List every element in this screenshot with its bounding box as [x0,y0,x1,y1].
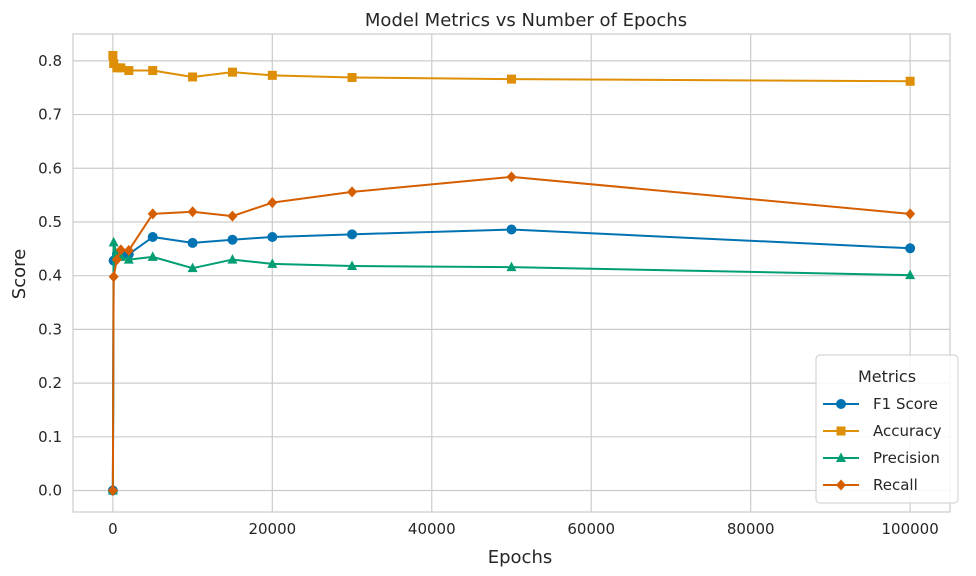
data-point-f1-score [227,234,238,245]
y-tick-label: 0.5 [38,213,62,231]
x-tick-label: 60000 [567,520,615,538]
data-point-recall [506,171,517,183]
data-point-recall [347,186,358,198]
x-tick-label: 20000 [248,520,296,538]
y-tick-label: 0.6 [38,159,62,177]
legend-marker [836,426,846,436]
legend: Metrics F1 Score Accuracy Precision Recall [815,354,959,504]
data-point-f1-score [147,232,158,243]
series-accuracy [108,50,915,86]
legend-item-recall: Recall [823,476,918,494]
data-point-precision [123,254,134,264]
data-point-accuracy [347,73,357,83]
data-point-accuracy [267,70,277,80]
data-point-recall [115,244,126,256]
y-axis-title: Score [9,249,30,299]
y-tick-label: 0.2 [38,374,62,392]
x-tick-label: 80000 [727,520,775,538]
data-point-precision [187,262,198,273]
data-point-accuracy [905,76,915,86]
data-point-accuracy [116,63,126,73]
data-point-precision [227,254,238,264]
data-point-precision [347,260,358,271]
data-point-recall [147,208,158,220]
data-point-f1-score [187,237,198,248]
data-point-recall [267,197,278,209]
x-axis-title: Epochs [488,547,553,568]
data-point-recall [187,206,198,218]
series [107,50,916,497]
data-point-accuracy [124,66,134,76]
data-point-recall [123,244,134,256]
data-point-precision [506,261,517,272]
y-tick-label: 0.3 [38,320,62,338]
legend-label: Recall [873,476,918,494]
data-point-accuracy [507,74,516,84]
x-tick-label: 40000 [408,520,456,538]
legend-title: Metrics [858,367,916,386]
legend-item-precision: Precision [823,449,940,467]
tick-labels: 0 20000 40000 60000 80000 100000 0.0 0.1 0.2 0.3 0… [38,52,939,538]
y-tick-label: 0.4 [38,267,62,285]
legend-box [815,354,959,504]
legend-label: Precision [873,449,940,467]
data-point-f1-score [905,243,916,254]
plot-frame [72,33,951,513]
data-point-recall [108,271,119,283]
legend-marker [836,479,846,491]
data-point-precision [267,258,278,268]
legend-label: F1 Score [873,395,938,413]
y-tick-label: 0.1 [38,428,62,446]
y-tick-label: 0.0 [38,482,62,500]
data-point-accuracy [227,67,237,77]
x-tick-label: 0 [108,520,118,538]
legend-item-accuracy: Accuracy [823,422,942,440]
y-tick-label: 0.8 [38,52,62,70]
data-point-recall [111,254,122,266]
grid [73,34,950,512]
legend-entries: F1 Score Accuracy Precision Recall [823,395,942,494]
data-point-recall [905,208,916,220]
data-point-f1-score [506,224,517,235]
data-point-accuracy [148,66,158,76]
legend-marker [836,399,846,409]
data-point-precision [147,251,158,261]
legend-label: Accuracy [873,422,942,440]
legend-item-f1-score: F1 Score [823,395,938,413]
data-point-f1-score [347,229,358,240]
series-recall [107,171,916,497]
data-point-recall [107,485,118,497]
data-point-precision [108,236,119,247]
data-point-accuracy [108,50,118,60]
data-point-f1-score [267,232,278,243]
x-tick-label: 100000 [882,520,939,538]
legend-marker [836,452,846,462]
data-point-recall [227,210,238,222]
y-tick-label: 0.7 [38,106,62,124]
chart-title: Model Metrics vs Number of Epochs [365,10,687,31]
data-point-accuracy [188,72,198,82]
data-point-precision [905,269,916,280]
